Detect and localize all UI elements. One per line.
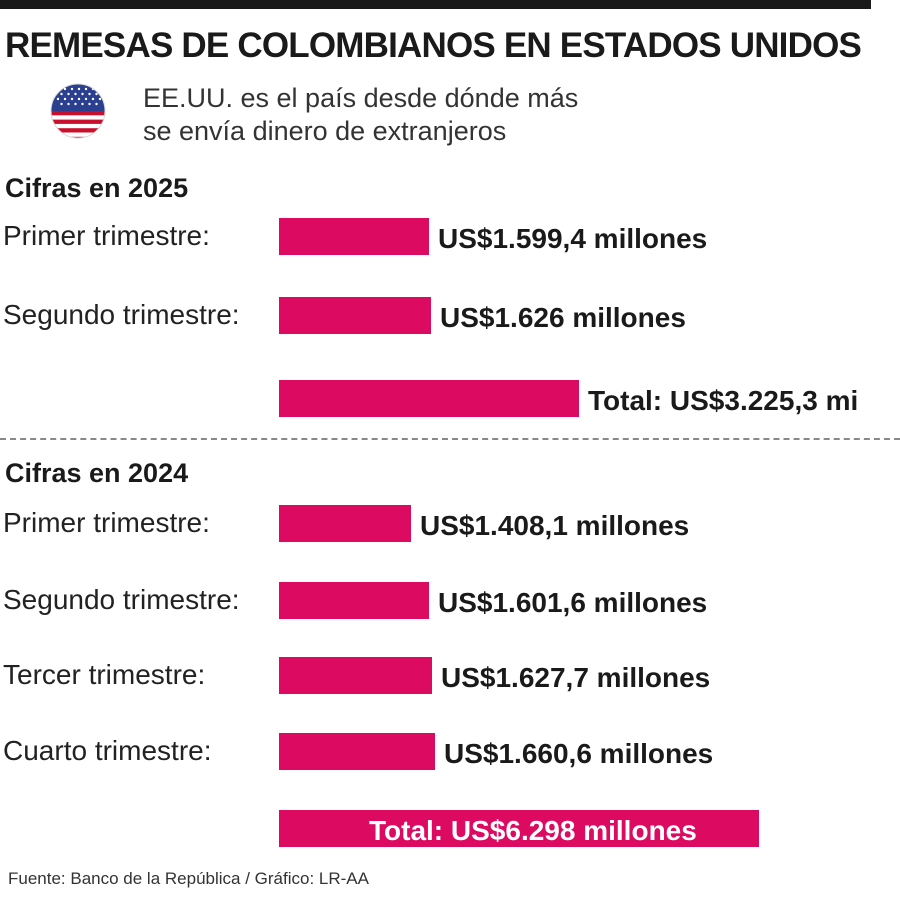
subtitle-line-1: EE.UU. es el país desde dónde más (143, 83, 579, 113)
section-title-1: Cifras en 2024 (5, 458, 189, 488)
total-bar (279, 380, 579, 417)
us-flag-icon (50, 83, 106, 139)
total-label: Total: US$6.298 millones (369, 815, 697, 846)
value-label: US$1.601,6 millones (438, 587, 708, 618)
total-label: Total: US$3.225,3 mi (588, 385, 859, 416)
value-label: US$1.408,1 millones (420, 510, 690, 541)
bar (279, 297, 431, 334)
chart-title: REMESAS DE COLOMBIANOS EN ESTADOS UNIDOS (5, 26, 862, 65)
bar (279, 657, 432, 694)
bar (279, 582, 429, 619)
row-label: Segundo trimestre: (3, 584, 240, 615)
subtitle: EE.UU. es el país desde dónde más se env… (143, 82, 578, 148)
row-label: Cuarto trimestre: (3, 735, 212, 766)
row-label: Tercer trimestre: (3, 659, 206, 690)
section-title-0: Cifras en 2025 (5, 173, 189, 203)
subtitle-line-2: se envía dinero de extranjeros (143, 116, 507, 146)
value-label: US$1.599,4 millones (438, 223, 708, 254)
value-label: US$1.660,6 millones (444, 738, 714, 769)
total-bar (279, 810, 759, 847)
row-label: Primer trimestre: (3, 507, 210, 538)
value-label: US$1.627,7 millones (441, 662, 711, 693)
bar (279, 505, 411, 542)
row-label: Primer trimestre: (3, 220, 210, 251)
row-label: Segundo trimestre: (3, 299, 240, 330)
bar (279, 218, 429, 255)
top-rule (0, 0, 871, 9)
bar (279, 733, 435, 770)
source-footer: Fuente: Banco de la República / Gráfico:… (8, 869, 369, 888)
section-divider (0, 438, 900, 440)
value-label: US$1.626 millones (440, 302, 686, 333)
